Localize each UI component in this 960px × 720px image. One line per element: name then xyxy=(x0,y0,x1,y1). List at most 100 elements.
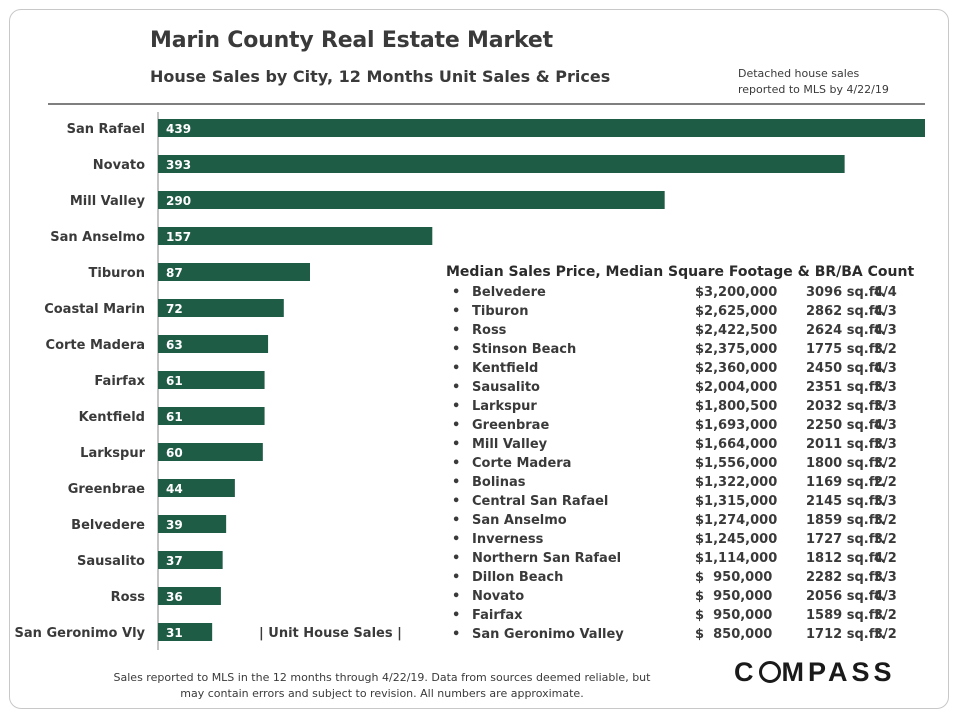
bullet: • xyxy=(452,494,461,509)
median-price: $ 850,000 xyxy=(695,627,773,642)
footer-disclaimer: Sales reported to MLS in the 12 months t… xyxy=(92,670,672,702)
city-name: Sausalito xyxy=(472,380,540,395)
br-ba-count: 3/2 xyxy=(874,608,897,623)
median-price: $2,375,000 xyxy=(695,342,778,357)
br-ba-count: 4/3 xyxy=(874,418,897,433)
category-label: San Anselmo xyxy=(50,230,145,245)
br-ba-count: 4/4 xyxy=(874,285,897,300)
bullet: • xyxy=(452,304,461,319)
city-name: Tiburon xyxy=(472,304,529,319)
median-price: $ 950,000 xyxy=(695,608,773,623)
city-name: Fairfax xyxy=(472,608,523,623)
median-sqft: 2351 sq.ft. xyxy=(806,380,886,395)
bullet: • xyxy=(452,627,461,642)
median-sqft: 2862 sq.ft. xyxy=(806,304,886,319)
median-price: $1,315,000 xyxy=(695,494,778,509)
bar-larkspur xyxy=(158,443,263,461)
median-sqft: 1589 sq.ft. xyxy=(806,608,886,623)
city-name: San Geronimo Valley xyxy=(472,627,624,642)
median-sqft: 1859 sq.ft. xyxy=(806,513,886,528)
data-note: Detached house sales reported to MLS by … xyxy=(738,66,889,98)
br-ba-count: 3/3 xyxy=(874,494,897,509)
br-ba-count: 3/2 xyxy=(874,456,897,471)
price-table-row: • Mill Valley $1,664,000 2011 sq.ft. 3/3 xyxy=(452,437,902,456)
city-name: Inverness xyxy=(472,532,544,547)
price-table-row: • Central San Rafael $1,315,000 2145 sq.ft.… xyxy=(452,494,902,513)
bar-san-geronimo-vly xyxy=(158,623,213,641)
legend-label: | Unit House Sales | xyxy=(259,626,402,641)
bullet: • xyxy=(452,380,461,395)
bar-tiburon xyxy=(158,263,311,281)
data-note-line-2: reported to MLS by 4/22/19 xyxy=(738,83,889,96)
data-label: 157 xyxy=(166,230,191,244)
bar-san-anselmo xyxy=(158,227,433,245)
median-sqft: 3096 sq.ft. xyxy=(806,285,886,300)
price-table-row: • Northern San Rafael $1,114,000 1812 sq.ft… xyxy=(452,551,902,570)
median-price: $ 950,000 xyxy=(695,589,773,604)
br-ba-count: 4/3 xyxy=(874,323,897,338)
br-ba-count: 4/3 xyxy=(874,304,897,319)
median-price: $1,693,000 xyxy=(695,418,778,433)
price-table-row: • Bolinas $1,322,000 1169 sq.ft. 2/2 xyxy=(452,475,902,494)
category-label: Kentfield xyxy=(79,410,145,425)
data-label: 61 xyxy=(166,374,183,388)
price-table-row: • San Anselmo $1,274,000 1859 sq.ft. 3/2 xyxy=(452,513,902,532)
data-label: 60 xyxy=(166,446,183,460)
median-sqft: 2011 sq.ft. xyxy=(806,437,886,452)
bar-mill-valley xyxy=(158,191,665,209)
median-sqft: 1812 sq.ft. xyxy=(806,551,886,566)
bar-ross xyxy=(158,587,221,605)
category-label: Sausalito xyxy=(77,554,145,569)
category-label: Novato xyxy=(93,158,145,173)
data-label: 290 xyxy=(166,194,191,208)
bar-novato xyxy=(158,155,845,173)
bullet: • xyxy=(452,551,461,566)
br-ba-count: 3/3 xyxy=(874,380,897,395)
br-ba-count: 3/3 xyxy=(874,570,897,585)
category-label: Belvedere xyxy=(71,518,145,533)
price-table: • Belvedere $3,200,000 3096 sq.ft. 4/4 • Tibur… xyxy=(452,285,902,646)
br-ba-count: 4/3 xyxy=(874,361,897,376)
bullet: • xyxy=(452,418,461,433)
city-name: Belvedere xyxy=(472,285,546,300)
price-table-row: • Fairfax $ 950,000 1589 sq.ft. 3/2 xyxy=(452,608,902,627)
median-sqft: 1712 sq.ft. xyxy=(806,627,886,642)
city-name: Central San Rafael xyxy=(472,494,609,509)
bar-coastal-marin xyxy=(158,299,284,317)
category-label: Greenbrae xyxy=(68,482,145,497)
bullet: • xyxy=(452,589,461,604)
data-label: 44 xyxy=(166,482,183,496)
br-ba-count: 4/3 xyxy=(874,589,897,604)
city-name: San Anselmo xyxy=(472,513,567,528)
city-name: Kentfield xyxy=(472,361,539,376)
category-label: Fairfax xyxy=(94,374,145,389)
median-sqft: 2250 sq.ft. xyxy=(806,418,886,433)
price-table-row: • Inverness $1,245,000 1727 sq.ft. 3/2 xyxy=(452,532,902,551)
price-table-row: • Corte Madera $1,556,000 1800 sq.ft. 3/2 xyxy=(452,456,902,475)
bullet: • xyxy=(452,532,461,547)
median-sqft: 2032 sq.ft. xyxy=(806,399,886,414)
br-ba-count: 2/2 xyxy=(874,475,897,490)
br-ba-count: 3/3 xyxy=(874,437,897,452)
price-table-row: • Greenbrae $1,693,000 2250 sq.ft. 4/3 xyxy=(452,418,902,437)
category-label: Tiburon xyxy=(89,266,145,281)
category-label: San Rafael xyxy=(67,122,145,137)
bar-sausalito xyxy=(158,551,223,569)
br-ba-count: 3/2 xyxy=(874,627,897,642)
bar-san-rafael xyxy=(158,119,925,137)
price-table-row: • Stinson Beach $2,375,000 1775 sq.ft. 3/2 xyxy=(452,342,902,361)
median-sqft: 2624 sq.ft. xyxy=(806,323,886,338)
bar-belvedere xyxy=(158,515,227,533)
median-price: $ 950,000 xyxy=(695,570,773,585)
price-table-row: • Sausalito $2,004,000 2351 sq.ft. 3/3 xyxy=(452,380,902,399)
city-name: Greenbrae xyxy=(472,418,550,433)
median-price: $2,625,000 xyxy=(695,304,778,319)
br-ba-count: 3/3 xyxy=(874,399,897,414)
price-table-row: • San Geronimo Valley $ 850,000 1712 sq.ft.… xyxy=(452,627,902,646)
city-name: Mill Valley xyxy=(472,437,548,452)
chart-frame xyxy=(9,9,949,709)
chart-subtitle: House Sales by City, 12 Months Unit Sale… xyxy=(150,67,611,86)
footer-line-2: may contain errors and subject to revisi… xyxy=(180,687,584,700)
bullet: • xyxy=(452,323,461,338)
